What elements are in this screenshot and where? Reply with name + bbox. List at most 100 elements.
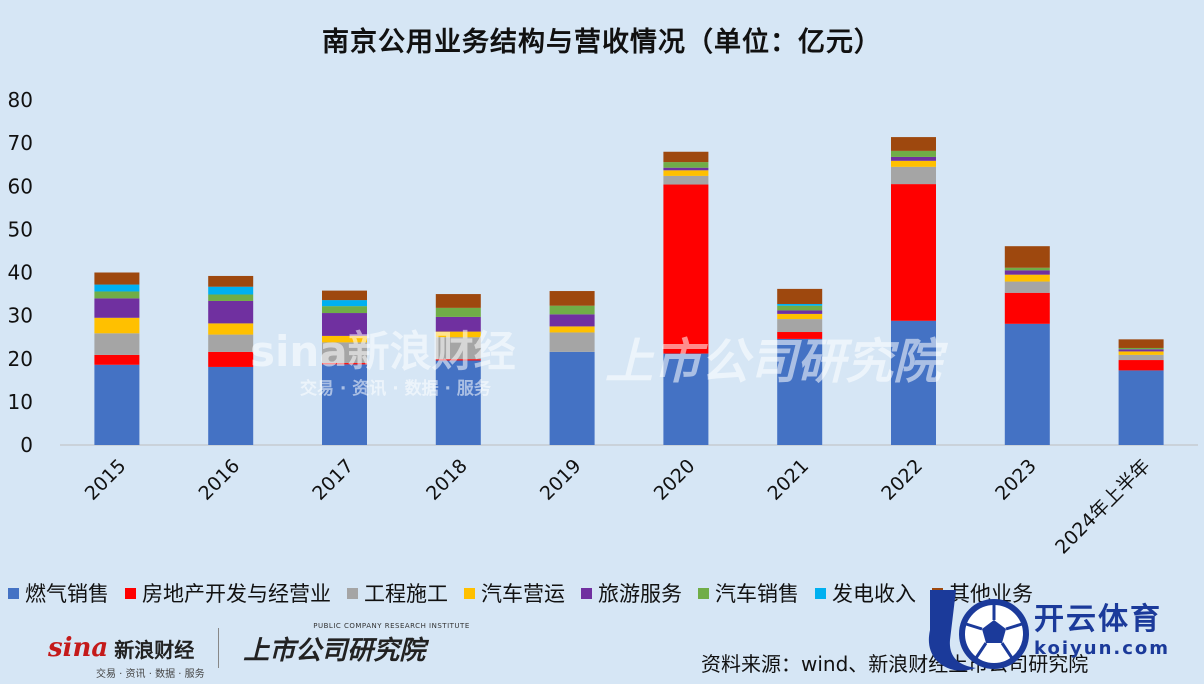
- bar-segment-2020-汽车营运: [663, 170, 709, 176]
- bar-segment-2020-其他业务: [663, 151, 709, 163]
- institute-english-name: PUBLIC COMPANY RESEARCH INSTITUTE: [313, 621, 470, 630]
- x-tick-label: 2019: [536, 455, 586, 505]
- bar-segment-2019-汽车营运: [549, 326, 595, 333]
- bar-segment-2022-其他业务: [891, 137, 936, 151]
- y-tick-label: 30: [8, 304, 33, 328]
- sina-logo-icon: sina: [48, 633, 109, 663]
- institute-name: 上市公司研究院: [243, 635, 426, 666]
- bar-segment-2024年上半年-汽车销售: [1118, 347, 1164, 350]
- legend-label: 房地产开发与经营业: [142, 582, 331, 606]
- institute-watermark: 上市公司研究院: [605, 334, 942, 390]
- bar-segment-2017-房地产开发与经营业: [322, 363, 367, 365]
- bar-segment-2017-汽车营运: [322, 335, 367, 343]
- legend-item: 旅游服务: [581, 578, 682, 608]
- bar-segment-2019-燃气销售: [549, 351, 595, 445]
- institute-logo: PUBLIC COMPANY RESEARCH INSTITUTE 上市公司研究…: [243, 622, 469, 667]
- y-tick-label: 20: [8, 347, 33, 371]
- bar-segment-2015-旅游服务: [94, 298, 140, 318]
- legend-label: 汽车销售: [715, 582, 799, 606]
- bar-segment-2020-燃气销售: [663, 353, 709, 445]
- legend-swatch: [347, 587, 358, 599]
- bar-segment-2018-房地产开发与经营业: [435, 359, 481, 361]
- legend-swatch: [464, 587, 475, 599]
- bar-segment-2015-工程施工: [94, 333, 140, 355]
- y-tick-label: 0: [20, 433, 33, 457]
- bar-segment-2023-其他业务: [1004, 246, 1050, 268]
- bar-segment-2017-工程施工: [322, 342, 367, 364]
- bar-segment-2016-旅游服务: [208, 300, 254, 324]
- bar-segment-2016-燃气销售: [208, 366, 254, 445]
- bar-segment-2020-旅游服务: [663, 167, 709, 171]
- bar-segment-2015-汽车营运: [94, 317, 140, 334]
- legend-swatch: [8, 587, 19, 599]
- legend-label: 工程施工: [364, 582, 448, 606]
- y-tick-label: 80: [8, 88, 33, 112]
- bar-segment-2020-房地产开发与经营业: [663, 184, 709, 354]
- bar-segment-2024年上半年-旅游服务: [1118, 349, 1164, 352]
- bar-segment-2016-发电收入: [208, 286, 254, 295]
- sina-watermark-tagline: 交易 · 资讯 · 数据 · 服务: [300, 379, 491, 399]
- bar-segment-2024年上半年-工程施工: [1118, 354, 1164, 361]
- brand-domain: koiyun.com: [1034, 638, 1171, 659]
- bar-segment-2023-工程施工: [1004, 281, 1050, 293]
- bar-segment-2015-其他业务: [94, 272, 140, 285]
- y-tick-label: 60: [8, 174, 33, 198]
- x-tick-label: 2022: [877, 455, 927, 505]
- bar-segment-2022-汽车销售: [891, 150, 936, 157]
- brand-name: 开云体育: [1034, 602, 1162, 637]
- legend-label: 燃气销售: [25, 582, 109, 606]
- bar-segment-2024年上半年-燃气销售: [1118, 370, 1164, 445]
- bar-segment-2019-其他业务: [549, 291, 595, 306]
- y-tick-label: 40: [8, 261, 33, 285]
- footer-logo: sina 新浪财经 交易 · 资讯 · 数据 · 服务 PUBLIC COMPA…: [48, 622, 469, 681]
- x-tick-label: 2023: [991, 455, 1041, 505]
- bar-segment-2020-汽车销售: [663, 162, 709, 168]
- bar-segment-2016-房地产开发与经营业: [208, 351, 254, 367]
- bar-segment-2021-发电收入: [777, 303, 823, 306]
- x-tick-label: 2021: [763, 455, 813, 505]
- bar-segment-2023-旅游服务: [1004, 270, 1050, 275]
- legend-swatch: [815, 587, 826, 599]
- brand-badge: 开云体育 koiyun.com: [922, 580, 1202, 680]
- bar-segment-2015-发电收入: [94, 284, 140, 292]
- bar-segment-2023-燃气销售: [1004, 323, 1050, 445]
- chart-title: 南京公用业务结构与营收情况（单位：亿元）: [322, 27, 882, 58]
- bar-segment-2024年上半年-房地产开发与经营业: [1118, 360, 1164, 371]
- bar-segment-2019-工程施工: [549, 332, 595, 352]
- legend-swatch: [581, 587, 592, 599]
- bar-segment-2021-其他业务: [777, 288, 823, 304]
- bar-segment-2018-燃气销售: [435, 360, 481, 445]
- bar-segment-2017-其他业务: [322, 290, 367, 301]
- bar-segment-2022-工程施工: [891, 166, 936, 185]
- x-tick-label: 2016: [194, 455, 244, 505]
- bar-segment-2021-燃气销售: [777, 338, 823, 445]
- y-tick-label: 70: [8, 131, 33, 155]
- bar-segment-2015-燃气销售: [94, 364, 140, 445]
- bar-segment-2018-工程施工: [435, 337, 481, 360]
- x-tick-label: 2017: [308, 455, 358, 505]
- bar-segment-2019-旅游服务: [549, 314, 595, 327]
- x-tick-label: 2015: [81, 455, 131, 505]
- sina-brand-name: 新浪财经: [114, 637, 195, 662]
- y-tick-label: 50: [8, 217, 33, 241]
- bar-segment-2021-汽车销售: [777, 305, 823, 311]
- footer-divider: [218, 628, 220, 668]
- chart-bars: [94, 137, 1164, 445]
- bar-segment-2015-房地产开发与经营业: [94, 354, 140, 365]
- legend-item: 燃气销售: [8, 578, 109, 608]
- bar-segment-2016-汽车营运: [208, 323, 254, 335]
- bar-segment-2024年上半年-汽车营运: [1118, 351, 1164, 355]
- bar-segment-2020-工程施工: [663, 175, 709, 185]
- legend-label: 发电收入: [832, 582, 916, 606]
- sina-watermark: sina新浪财经: [250, 327, 516, 376]
- bar-segment-2016-工程施工: [208, 334, 254, 352]
- legend-label: 汽车营运: [481, 582, 565, 606]
- bar-segment-2018-汽车营运: [435, 331, 481, 338]
- x-tick-label: 2024年上半年: [1051, 455, 1154, 558]
- legend-item: 房地产开发与经营业: [125, 578, 331, 608]
- bar-segment-2016-其他业务: [208, 275, 254, 287]
- source-note: 资料来源：wind、新浪财经上市公司研究院: [701, 652, 1089, 676]
- bar-segment-2021-汽车营运: [777, 313, 823, 320]
- soccer-ball-logo-icon: [928, 590, 1029, 671]
